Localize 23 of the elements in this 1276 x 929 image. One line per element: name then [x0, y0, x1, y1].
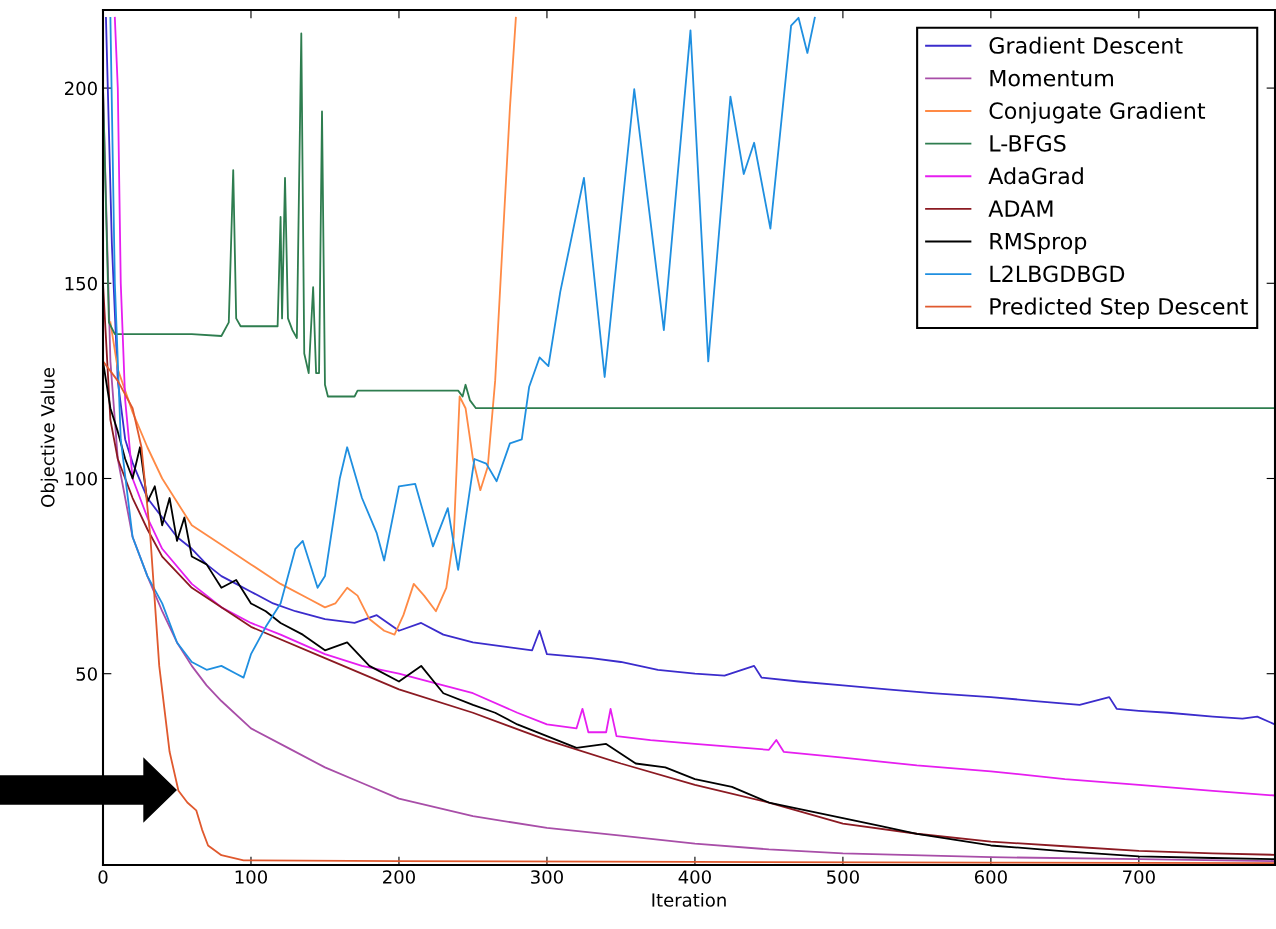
- x-tick-label: 500: [827, 870, 859, 884]
- y-axis-title: Objective Value: [40, 367, 59, 507]
- x-axis-title: Iteration: [652, 892, 726, 907]
- legend-label: L-BFGS: [990, 134, 1066, 152]
- x-tick-label: 600: [974, 870, 1007, 884]
- y-tick-label: 50: [76, 667, 97, 681]
- legend-label: Gradient Descent: [989, 36, 1183, 54]
- legend-label: Momentum: [990, 69, 1113, 87]
- legend-label: ADAM: [988, 200, 1053, 217]
- x-tick-label: 0: [98, 870, 108, 884]
- y-tick-label: 150: [65, 276, 97, 291]
- legend-label: Predicted Step Descent: [990, 297, 1248, 320]
- legend-label: AdaGrad: [988, 167, 1083, 185]
- x-tick-label: 100: [235, 870, 268, 884]
- y-tick-label: 200: [65, 81, 97, 96]
- legend-label: Conjugate Gradient: [989, 101, 1206, 124]
- x-tick-label: 300: [531, 870, 563, 884]
- legend-label: L2LBGDBGD: [990, 265, 1125, 283]
- x-tick-label: 400: [678, 870, 711, 884]
- y-tick-label: 100: [65, 471, 97, 486]
- x-tick-label: 200: [383, 870, 415, 884]
- legend-label: RMSprop: [990, 232, 1087, 254]
- x-tick-label: 700: [1123, 870, 1155, 884]
